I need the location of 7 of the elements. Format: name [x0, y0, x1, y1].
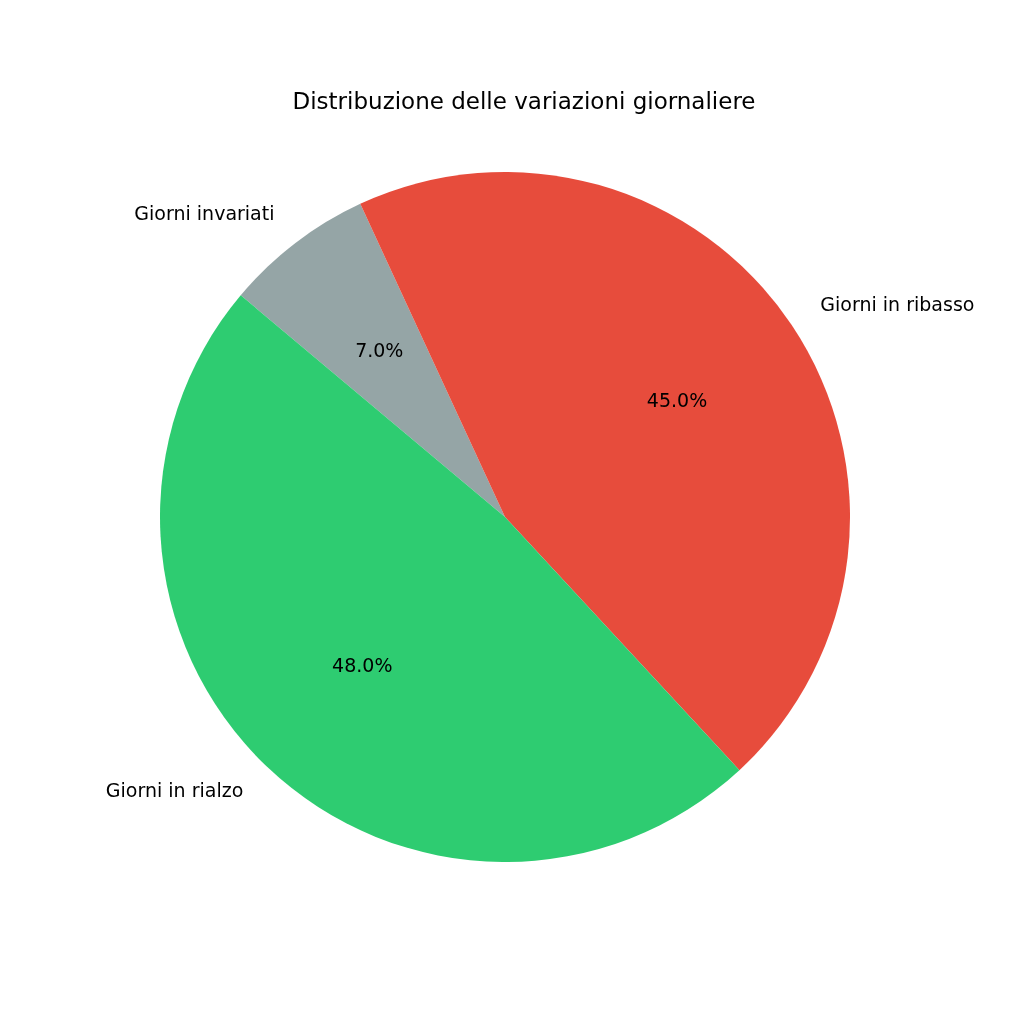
data-label: 7.0%	[355, 339, 404, 362]
slice-label: Giorni in ribasso	[820, 292, 975, 315]
slice-label: Giorni in rialzo	[105, 778, 244, 801]
data-label: 48.0%	[332, 653, 393, 676]
slice-label: Giorni invariati	[134, 202, 275, 225]
data-label: 45.0%	[646, 388, 708, 411]
chart-title: Distribuzione delle variazioni giornaliere	[292, 87, 756, 114]
